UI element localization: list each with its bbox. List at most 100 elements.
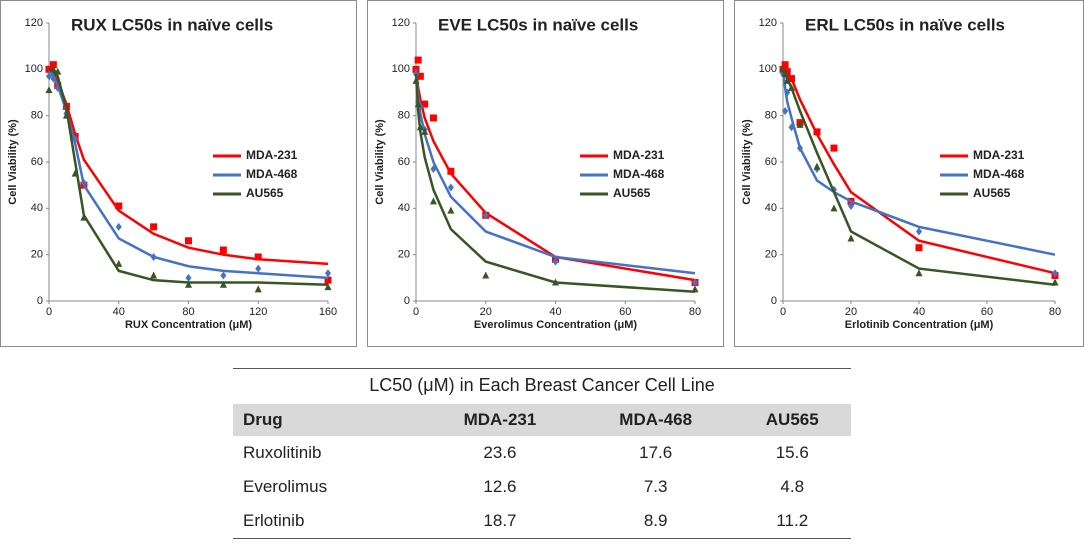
lc50-value: 4.8 (780, 477, 805, 496)
x-tick-label: 60 (619, 306, 631, 318)
data-point (430, 164, 437, 173)
table-row: Ruxolitinib 23.6 17.6 15.6 (233, 436, 851, 470)
data-point (49, 61, 57, 69)
lc50-value: 11.2 (733, 504, 851, 539)
data-point (797, 144, 803, 153)
x-axis-title: RUX Concentration (μM) (125, 319, 252, 331)
y-tick-label: 80 (31, 110, 43, 122)
x-axis-title: Erlotinib Concentration (μM) (845, 319, 994, 331)
x-tick-label: 0 (413, 306, 419, 318)
data-point (50, 74, 57, 83)
legend-label: AU565 (613, 186, 651, 200)
y-tick-label: 0 (771, 295, 777, 307)
data-point (150, 223, 158, 231)
data-point (71, 169, 79, 177)
lc50-value: 12.6 (483, 477, 517, 496)
header-row: Drug MDA-231 MDA-468 AU565 (233, 404, 851, 436)
legend-label: MDA-231 (613, 148, 665, 162)
lc50-value: 7.3 (643, 477, 668, 496)
data-point (788, 83, 795, 91)
data-point (429, 114, 437, 122)
data-point (325, 269, 331, 278)
chart-panel: 0 20 40 60 80 100 120 0 40 80 120 160 RUX LC50s in n… (0, 0, 357, 347)
data-point (115, 259, 123, 267)
data-point (80, 213, 88, 221)
data-point (915, 269, 923, 277)
x-tick-label: 20 (480, 306, 492, 318)
data-point (115, 202, 123, 210)
y-axis-title: Cell Viability (%) (7, 119, 19, 205)
data-point (220, 271, 227, 280)
x-tick-label: 0 (46, 306, 52, 318)
y-tick-label: 40 (31, 202, 43, 214)
chart: 0 20 40 60 80 100 120 0 20 40 60 80 EVE LC50s in naï… (374, 15, 701, 331)
lc50-value: 15.6 (775, 443, 809, 462)
data-point (416, 72, 424, 80)
data-point (219, 246, 227, 254)
x-tick-label: 40 (549, 306, 561, 318)
x-tick-label: 80 (689, 306, 701, 318)
data-point (691, 285, 699, 293)
legend-label: MDA-468 (613, 167, 665, 181)
lc50-value: 18.7 (422, 504, 578, 539)
data-point (788, 123, 795, 132)
chart: 0 20 40 60 80 100 120 0 40 80 120 160 RUX LC50s in n… (7, 15, 337, 331)
fit-line (48, 68, 329, 266)
y-axis-title: Cell Viability (%) (741, 119, 753, 205)
y-tick-label: 120 (759, 17, 777, 29)
y-tick-label: 40 (765, 202, 777, 214)
chart: 0 20 40 60 80 100 120 0 20 40 60 80 ERL LC50s in naï… (741, 15, 1061, 331)
drug-name: Ruxolitinib (243, 443, 322, 462)
data-point (150, 252, 157, 261)
data-point (482, 211, 489, 220)
data-point (482, 271, 490, 279)
data-point (447, 183, 454, 192)
data-point (324, 276, 332, 284)
data-point (830, 144, 838, 152)
data-point (915, 244, 923, 252)
y-tick-label: 60 (765, 156, 777, 168)
x-tick-label: 60 (981, 306, 993, 318)
data-point (848, 202, 854, 211)
fit-line (414, 73, 696, 293)
data-point (779, 65, 787, 73)
data-point (54, 67, 62, 75)
drug-name: Everolimus (243, 477, 328, 496)
data-point (255, 264, 262, 273)
x-tick-label: 120 (249, 306, 267, 318)
y-tick-label: 60 (398, 156, 410, 168)
lc50-value: 8.9 (577, 504, 734, 539)
column-header: MDA-468 (577, 404, 734, 436)
x-tick-label: 80 (1049, 306, 1061, 318)
data-point (46, 72, 52, 81)
data-point (421, 100, 429, 108)
data-point (447, 167, 455, 175)
table-title: LC50 (μM) in Each Breast Cancer Cell Lin… (233, 368, 851, 404)
data-point (830, 204, 838, 212)
column-header: AU565 (733, 404, 851, 436)
data-point (414, 56, 422, 64)
data-point (72, 134, 79, 143)
data-point (781, 61, 789, 69)
data-point (421, 127, 429, 135)
legend-label: AU565 (973, 186, 1011, 200)
data-point (80, 178, 87, 187)
legend-label: AU565 (246, 186, 284, 200)
data-point (781, 69, 789, 77)
data-point (414, 100, 422, 108)
x-tick-label: 160 (319, 306, 337, 318)
chart-title: EVE LC50s in naïve cells (438, 15, 638, 34)
data-point (429, 197, 437, 205)
data-point (447, 206, 455, 214)
data-point (45, 86, 53, 94)
column-header: MDA-231 (422, 404, 578, 436)
table-row: Erlotinib 18.7 8.9 11.2 (233, 504, 851, 539)
legend-label: MDA-231 (246, 148, 298, 162)
x-tick-label: 80 (182, 306, 194, 318)
x-axis-title: Everolimus Concentration (μM) (474, 319, 638, 331)
drug-name: Erlotinib (233, 504, 423, 539)
data-point (782, 107, 789, 116)
data-point (813, 128, 821, 136)
data-point (185, 237, 192, 245)
